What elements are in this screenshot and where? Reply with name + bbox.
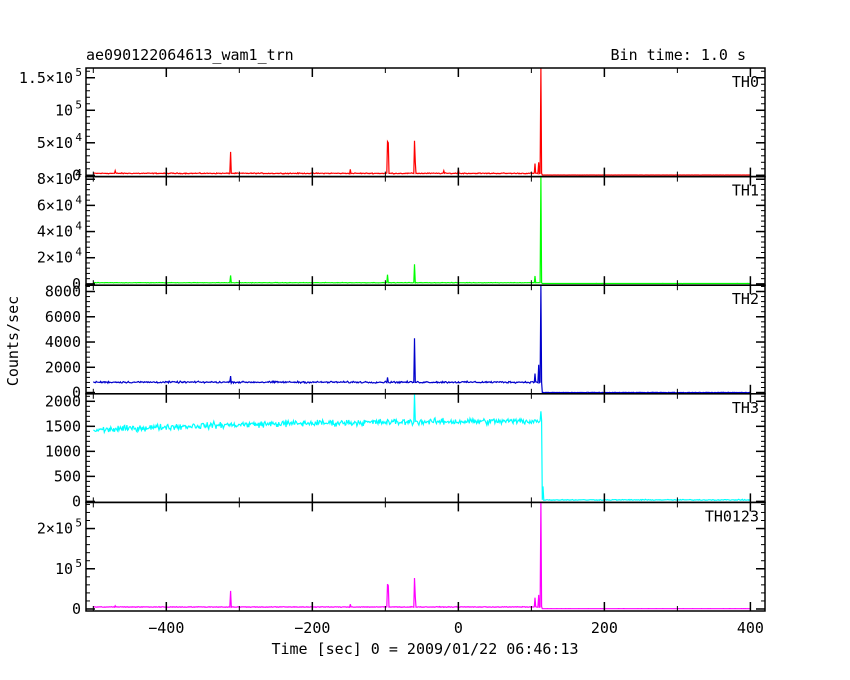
panel-th3: TH3 2000 1500 1000 500 0 (45, 392, 766, 510)
x-axis-label: Time [sec] 0 = 2009/01/22 06:46:13 (271, 640, 578, 658)
series-line-th0 (93, 67, 751, 176)
y-tick-label: 0 (72, 275, 81, 293)
y-tick-label: 2×10 (37, 520, 73, 538)
panel-frame (85, 67, 766, 178)
y-tick-exponent: 5 (75, 66, 82, 79)
y-tick-label: 0 (72, 492, 81, 510)
series-line-th0123 (93, 502, 751, 610)
y-tick-label: 500 (54, 467, 81, 485)
x-tick-label: 400 (737, 619, 764, 637)
y-tick-exponent: 4 (75, 131, 82, 144)
panel-label-th3: TH3 (732, 399, 759, 417)
panel-frame (85, 175, 766, 286)
panel-frame (85, 284, 766, 395)
panel-label-th0123: TH0123 (705, 507, 759, 525)
panel-label-th1: TH1 (732, 182, 759, 200)
y-tick-label: 8×10 (37, 170, 73, 188)
x-tick-label: −400 (148, 619, 184, 637)
panel-th2: TH2 8000 6000 4000 2000 0 (45, 283, 766, 402)
y-tick-exponent: 4 (75, 246, 82, 259)
panel-th0: TH01.5×10 510 55×10 40 (19, 66, 766, 184)
y-tick-label: 6000 (45, 308, 81, 326)
y-tick-exponent: 5 (75, 98, 82, 111)
chart-title: ae090122064613_wam1_trn (86, 46, 294, 64)
panel-label-th2: TH2 (732, 290, 759, 308)
bin-time-label: Bin time: 1.0 s (611, 46, 746, 64)
y-tick-label: 2×10 (37, 249, 73, 267)
y-axis-label: Counts/sec (4, 296, 22, 386)
y-tick-label: 8000 (45, 283, 81, 301)
y-tick-label: 5×10 (37, 134, 73, 152)
panel-frame (85, 393, 766, 504)
y-tick-label: 1000 (45, 442, 81, 460)
panel-label-th0: TH0 (732, 73, 759, 91)
y-tick-label: 1.5×10 (19, 69, 73, 87)
series-line-th3 (93, 393, 751, 502)
y-tick-exponent: 4 (75, 167, 82, 180)
y-tick-label: 1500 (45, 417, 81, 435)
y-tick-label: 4×10 (37, 223, 73, 241)
x-tick-label: −200 (294, 619, 330, 637)
y-tick-label: 2000 (45, 358, 81, 376)
series-line-th2 (92, 285, 751, 394)
panel-frame (85, 501, 766, 612)
y-tick-label: 6×10 (37, 196, 73, 214)
y-tick-label: 0 (72, 600, 81, 618)
x-tick-label: 200 (591, 619, 618, 637)
y-tick-exponent: 5 (75, 517, 82, 530)
y-tick-label: 0 (72, 166, 81, 184)
y-tick-exponent: 4 (75, 220, 82, 233)
y-tick-exponent: 5 (75, 557, 82, 570)
y-tick-label: 10 (55, 560, 73, 578)
series-line-th1 (93, 176, 751, 285)
y-tick-label: 10 (55, 101, 73, 119)
y-tick-label: 2000 (45, 392, 81, 410)
y-tick-label: 4000 (45, 333, 81, 351)
y-tick-label: 0 (72, 384, 81, 402)
y-tick-exponent: 4 (75, 193, 82, 206)
x-tick-label: 0 (454, 619, 463, 637)
